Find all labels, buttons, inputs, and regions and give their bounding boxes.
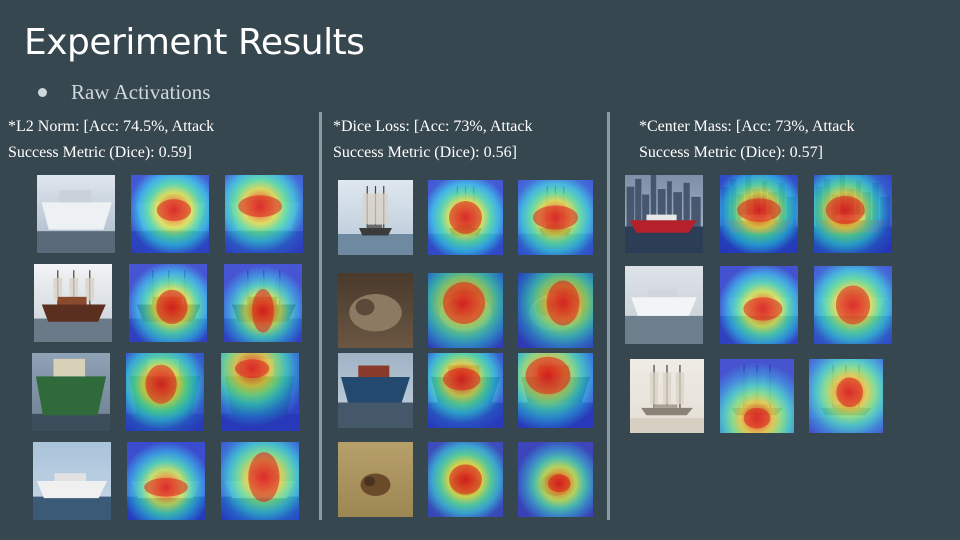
image-thumbnail — [630, 359, 704, 433]
heatmap-overlay — [518, 180, 593, 255]
image-thumbnail — [32, 353, 110, 431]
activation-heatmap — [518, 180, 593, 255]
heatmap-overlay — [224, 264, 302, 342]
activation-heatmap — [518, 442, 593, 517]
heatmap-overlay — [814, 175, 892, 253]
heatmap-overlay — [809, 359, 883, 433]
input-image — [630, 359, 704, 433]
heatmap-overlay — [428, 442, 503, 517]
input-image — [338, 180, 413, 255]
heatmap-overlay — [225, 175, 303, 253]
input-image — [32, 353, 110, 431]
panel-caption-dice-loss: *Dice Loss: [Acc: 73%, Attack Success Me… — [333, 114, 533, 166]
image-thumbnail — [338, 180, 413, 255]
activation-heatmap — [221, 442, 299, 520]
input-image — [37, 175, 115, 253]
bullet-item: Raw Activations — [38, 80, 210, 105]
heatmap-overlay — [428, 180, 503, 255]
heatmap-overlay — [518, 442, 593, 517]
activation-heatmap — [428, 273, 503, 348]
activation-heatmap — [814, 175, 892, 253]
heatmap-overlay — [428, 273, 503, 348]
heatmap-overlay — [127, 442, 205, 520]
heatmap-overlay — [720, 359, 794, 433]
input-image — [33, 442, 111, 520]
panel-caption-center-mass: *Center Mass: [Acc: 73%, Attack Success … — [639, 114, 855, 166]
activation-heatmap — [428, 353, 503, 428]
input-image — [338, 353, 413, 428]
heatmap-overlay — [221, 353, 299, 431]
heatmap-overlay — [720, 175, 798, 253]
heatmap-overlay — [129, 264, 207, 342]
image-thumbnail — [625, 266, 703, 344]
image-thumbnail — [338, 353, 413, 428]
input-image — [338, 273, 413, 348]
caption-line: *Dice Loss: [Acc: 73%, Attack — [333, 118, 533, 135]
panel-caption-l2-norm: *L2 Norm: [Acc: 74.5%, Attack Success Me… — [8, 114, 214, 166]
image-thumbnail — [34, 264, 112, 342]
activation-heatmap — [126, 353, 204, 431]
activation-heatmap — [518, 353, 593, 428]
heatmap-overlay — [720, 266, 798, 344]
heatmap-overlay — [814, 266, 892, 344]
caption-line: Success Metric (Dice): 0.56] — [333, 144, 517, 161]
activation-heatmap — [127, 442, 205, 520]
caption-line: Success Metric (Dice): 0.59] — [8, 144, 192, 161]
caption-line: Success Metric (Dice): 0.57] — [639, 144, 823, 161]
caption-line: *Center Mass: [Acc: 73%, Attack — [639, 118, 855, 135]
slide-title: Experiment Results — [24, 22, 365, 63]
activation-heatmap — [518, 273, 593, 348]
caption-line: *L2 Norm: [Acc: 74.5%, Attack — [8, 118, 215, 135]
activation-heatmap — [131, 175, 209, 253]
image-thumbnail — [33, 442, 111, 520]
activation-heatmap — [720, 175, 798, 253]
activation-heatmap — [720, 266, 798, 344]
heatmap-overlay — [221, 442, 299, 520]
input-image — [625, 175, 703, 253]
image-thumbnail — [37, 175, 115, 253]
heatmap-overlay — [126, 353, 204, 431]
activation-heatmap — [221, 353, 299, 431]
heatmap-overlay — [518, 353, 593, 428]
activation-heatmap — [129, 264, 207, 342]
input-image — [338, 442, 413, 517]
input-image — [625, 266, 703, 344]
panel-divider — [607, 112, 610, 520]
heatmap-overlay — [428, 353, 503, 428]
heatmap-overlay — [131, 175, 209, 253]
image-thumbnail — [338, 442, 413, 517]
panel-divider — [319, 112, 322, 520]
activation-heatmap — [225, 175, 303, 253]
image-thumbnail — [625, 175, 703, 253]
activation-heatmap — [809, 359, 883, 433]
bullet-dot-icon — [38, 87, 47, 97]
activation-heatmap — [720, 359, 794, 433]
activation-heatmap — [814, 266, 892, 344]
bullet-text: Raw Activations — [71, 80, 211, 104]
activation-heatmap — [224, 264, 302, 342]
image-thumbnail — [338, 273, 413, 348]
activation-heatmap — [428, 442, 503, 517]
activation-heatmap — [428, 180, 503, 255]
input-image — [34, 264, 112, 342]
heatmap-overlay — [518, 273, 593, 348]
